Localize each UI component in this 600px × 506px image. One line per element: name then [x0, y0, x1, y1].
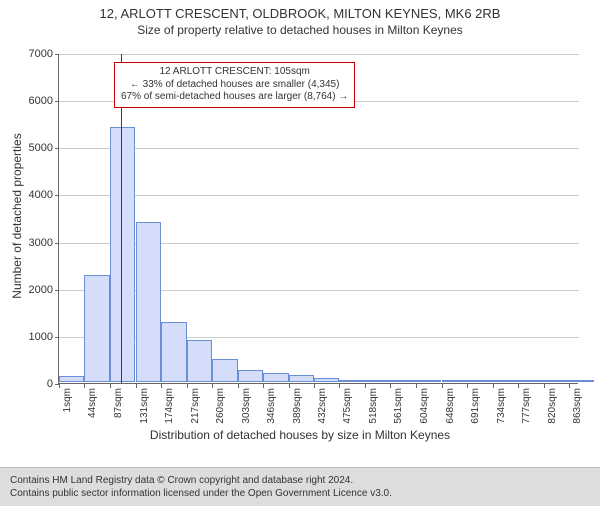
bar: [416, 380, 441, 382]
x-tick: [314, 384, 315, 388]
gridline: [59, 195, 579, 196]
bar: [110, 127, 135, 382]
y-tick: [55, 54, 59, 55]
x-tick: [442, 384, 443, 388]
bar: [544, 380, 569, 382]
x-tick-label: 777sqm: [521, 388, 532, 424]
x-tick: [339, 384, 340, 388]
x-tick-label: 346sqm: [266, 388, 277, 424]
x-tick: [161, 384, 162, 388]
x-tick: [110, 384, 111, 388]
x-tick: [59, 384, 60, 388]
bar: [467, 380, 492, 382]
x-tick: [187, 384, 188, 388]
annotation-line2: ← 33% of detached houses are smaller (4,…: [121, 79, 348, 92]
x-tick-label: 174sqm: [164, 388, 175, 424]
x-tick-label: 389sqm: [292, 388, 303, 424]
bar: [84, 275, 109, 382]
x-tick: [390, 384, 391, 388]
x-tick-label: 44sqm: [87, 388, 98, 418]
annotation-box: 12 ARLOTT CRESCENT: 105sqm ← 33% of deta…: [114, 62, 355, 108]
x-tick: [136, 384, 137, 388]
bar: [569, 380, 594, 382]
x-axis-label: Distribution of detached houses by size …: [0, 428, 600, 442]
x-tick-label: 648sqm: [445, 388, 456, 424]
x-tick: [365, 384, 366, 388]
x-tick: [263, 384, 264, 388]
x-tick: [238, 384, 239, 388]
y-tick-label: 5000: [13, 142, 53, 154]
footer-line1: Contains HM Land Registry data © Crown c…: [10, 474, 590, 487]
x-tick-label: 217sqm: [190, 388, 201, 424]
y-tick-label: 1000: [13, 331, 53, 343]
y-tick: [55, 101, 59, 102]
bar: [161, 322, 186, 382]
chart-container: 12, ARLOTT CRESCENT, OLDBROOK, MILTON KE…: [0, 6, 600, 506]
y-tick: [55, 148, 59, 149]
y-tick-label: 2000: [13, 284, 53, 296]
x-tick-label: 131sqm: [139, 388, 150, 424]
y-tick: [55, 290, 59, 291]
x-tick: [518, 384, 519, 388]
x-tick: [212, 384, 213, 388]
y-tick-label: 6000: [13, 95, 53, 107]
x-tick-label: 820sqm: [547, 388, 558, 424]
x-tick-label: 561sqm: [393, 388, 404, 424]
x-tick-label: 518sqm: [368, 388, 379, 424]
y-tick: [55, 337, 59, 338]
y-tick-label: 4000: [13, 189, 53, 201]
bar: [365, 380, 390, 382]
bar: [212, 359, 237, 382]
bar: [442, 380, 467, 382]
x-tick-label: 1sqm: [62, 388, 73, 412]
x-tick: [493, 384, 494, 388]
x-tick-label: 475sqm: [342, 388, 353, 424]
x-tick-label: 303sqm: [241, 388, 252, 424]
bar: [314, 378, 339, 382]
y-tick-label: 7000: [13, 48, 53, 60]
x-tick-label: 734sqm: [496, 388, 507, 424]
bar: [59, 376, 84, 382]
x-tick: [467, 384, 468, 388]
x-tick: [289, 384, 290, 388]
gridline: [59, 148, 579, 149]
bar: [136, 222, 161, 382]
y-axis-label: Number of detached properties: [10, 133, 24, 298]
x-tick: [84, 384, 85, 388]
bar: [263, 373, 288, 382]
x-tick: [569, 384, 570, 388]
bar: [187, 340, 212, 382]
gridline: [59, 54, 579, 55]
x-tick-label: 691sqm: [470, 388, 481, 424]
bar: [493, 380, 518, 382]
chart-area: 010002000300040005000600070001sqm44sqm87…: [58, 54, 578, 384]
y-tick-label: 3000: [13, 237, 53, 249]
x-tick-label: 432sqm: [317, 388, 328, 424]
chart-title-2: Size of property relative to detached ho…: [0, 23, 600, 37]
chart-title-1: 12, ARLOTT CRESCENT, OLDBROOK, MILTON KE…: [0, 6, 600, 21]
x-tick-label: 260sqm: [215, 388, 226, 424]
bar: [390, 380, 415, 382]
footer: Contains HM Land Registry data © Crown c…: [0, 467, 600, 506]
bar: [289, 375, 314, 382]
bar: [238, 370, 263, 382]
bar: [518, 380, 543, 382]
y-tick-label: 0: [13, 378, 53, 390]
bar: [339, 380, 364, 382]
annotation-line1: 12 ARLOTT CRESCENT: 105sqm: [121, 66, 348, 79]
x-tick-label: 87sqm: [113, 388, 124, 418]
x-tick: [544, 384, 545, 388]
y-tick: [55, 243, 59, 244]
footer-line2: Contains public sector information licen…: [10, 487, 590, 500]
annotation-line3: 67% of semi-detached houses are larger (…: [121, 91, 348, 104]
x-tick-label: 604sqm: [419, 388, 430, 424]
x-tick: [416, 384, 417, 388]
y-tick: [55, 195, 59, 196]
x-tick-label: 863sqm: [572, 388, 583, 424]
